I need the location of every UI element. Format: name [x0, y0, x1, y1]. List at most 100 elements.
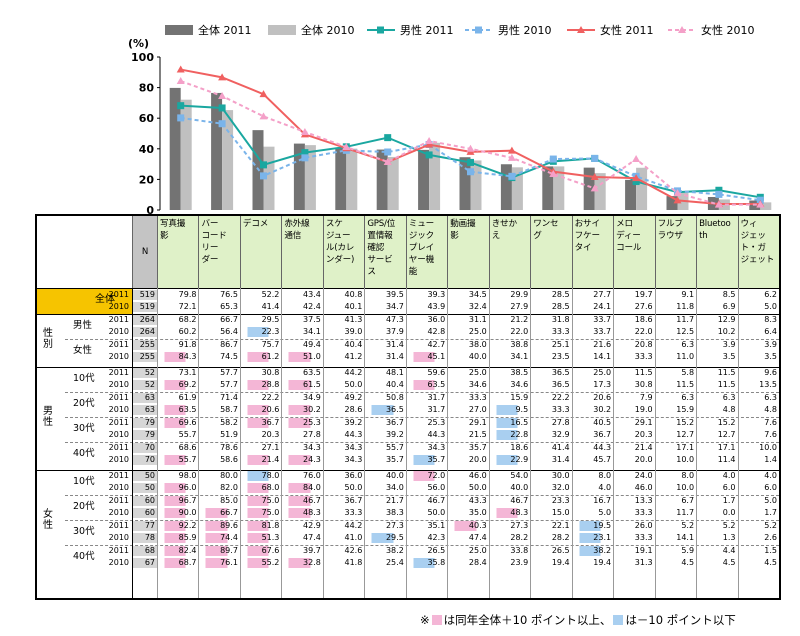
- table-cell: 40.0: [468, 351, 487, 361]
- table-cell: 34.3: [427, 443, 446, 452]
- header-line: ダー: [201, 255, 219, 265]
- group-label-char: 男: [43, 406, 53, 417]
- table-cell: 75.0: [239, 507, 282, 518]
- table-cell: 36.5: [551, 379, 570, 389]
- table-cell: 11.5: [717, 379, 736, 389]
- table-cell: 34.1: [510, 351, 529, 361]
- table-cell: 76.0: [303, 471, 321, 480]
- point: [218, 92, 227, 100]
- year-label: 2010: [108, 532, 129, 542]
- table-cell: 19.4: [593, 557, 612, 567]
- header-line: タイ: [574, 243, 592, 253]
- table-cell: 29.5: [261, 315, 280, 324]
- column-header: GPS/位 置情報 確認 サービス: [364, 216, 406, 288]
- table-cell: 24.0: [634, 471, 653, 480]
- table-cell: 28.5: [551, 290, 570, 299]
- column-rule: [613, 288, 615, 598]
- year-label: 2010: [108, 404, 129, 414]
- table-cell: 55.7: [157, 454, 199, 465]
- point: [508, 172, 516, 180]
- table-cell: 3.5: [764, 351, 777, 361]
- table-cell: 38.5: [510, 368, 529, 377]
- table-cell: 27.7: [593, 290, 612, 299]
- n-value: 63: [132, 393, 157, 403]
- table-cell: 4.0: [764, 471, 777, 480]
- table-cell: 40.4: [385, 379, 404, 389]
- column-header: 赤外線 通信: [281, 216, 323, 288]
- point: [260, 161, 267, 169]
- header-line: グ: [533, 231, 542, 241]
- column-rule: [571, 288, 573, 598]
- table-cell: 44.2: [344, 368, 363, 377]
- table-cell: 47.4: [468, 532, 487, 542]
- bar: [211, 92, 223, 210]
- table-cell: 34.3: [303, 443, 321, 452]
- table-cell: 40.4: [344, 340, 363, 349]
- table-cell: 4.8: [764, 404, 777, 414]
- header-line: ミュー: [408, 219, 434, 229]
- table-cell: 54.0: [510, 471, 529, 480]
- table-cell: 43.9: [427, 301, 446, 311]
- table-cell: 36.7: [385, 418, 404, 427]
- point: [177, 114, 185, 122]
- table-cell: 50.0: [468, 482, 487, 492]
- group-label-char: 性: [43, 520, 53, 531]
- point: [259, 90, 268, 98]
- table-cell: 75.0: [239, 496, 282, 506]
- legend-label: 女性 2011: [600, 23, 654, 37]
- table-cell: 30.8: [261, 368, 280, 377]
- header-line: ジュー: [325, 231, 351, 241]
- table-cell: 50.0: [427, 507, 446, 517]
- table-cell: 27.9: [510, 301, 529, 311]
- table-cell: 28.6: [344, 404, 363, 414]
- table-cell: 4.4: [722, 546, 736, 555]
- table-cell: 17.3: [593, 379, 612, 389]
- point: [176, 65, 185, 73]
- subgroup-divider: [65, 495, 779, 496]
- table-cell: 60.2: [178, 326, 197, 336]
- table-cell: 39.7: [303, 546, 321, 555]
- table-cell: 81.8: [239, 521, 282, 531]
- bar: [666, 196, 678, 210]
- table-cell: 26.5: [427, 546, 446, 555]
- table-cell: 9.5: [488, 404, 531, 415]
- subgroup-label: 女性: [73, 345, 93, 356]
- table-cell: 90.0: [157, 507, 199, 518]
- table-cell: 25.1: [551, 340, 570, 349]
- table-cell: 24.3: [281, 454, 323, 465]
- point: [715, 186, 723, 194]
- year-label: 2011: [108, 290, 129, 299]
- subgroup-divider: [65, 520, 779, 521]
- table-cell: 10.2: [717, 326, 736, 336]
- table-cell: 3.9: [764, 340, 777, 349]
- y-unit-label: (%): [128, 37, 149, 50]
- column-header: 写真撮影: [157, 216, 199, 288]
- table-cell: 41.0: [344, 532, 363, 542]
- header-line: ジェット: [740, 255, 775, 265]
- table-cell: 46.7: [427, 496, 446, 505]
- table-cell: 47.4: [303, 532, 321, 542]
- table-cell: 25.0: [468, 546, 487, 555]
- point: [177, 102, 185, 110]
- bar: [263, 146, 275, 210]
- table-cell: 34.3: [344, 443, 363, 452]
- table-cell: 6.3: [764, 393, 777, 402]
- footnote-blue-text: は－10 ポイント以下: [625, 613, 736, 627]
- table-cell: 79.8: [178, 290, 197, 299]
- data-table: N 写真撮影バー コード リー ダー デコメ 赤外線 通信 スケ ジュー ル(カレ ンダー) GPS/位…: [35, 214, 781, 600]
- bar: [376, 149, 388, 210]
- table-cell: 5.2: [764, 521, 777, 530]
- table-cell: 39.5: [385, 290, 404, 299]
- point: [260, 172, 267, 180]
- table-cell: 45.1: [405, 351, 448, 362]
- table-cell: 51.0: [281, 351, 323, 362]
- table-cell: 48.3: [281, 507, 323, 518]
- legend-marker: [475, 26, 482, 34]
- table-cell: 20.0: [634, 454, 653, 464]
- table-cell: 85.0: [220, 496, 238, 505]
- table-cell: 28.2: [551, 532, 570, 542]
- table-cell: 73.1: [178, 368, 197, 377]
- table-cell: 31.4: [385, 340, 404, 349]
- table-cell: 12.9: [717, 315, 736, 324]
- table-cell: 42.6: [344, 546, 363, 555]
